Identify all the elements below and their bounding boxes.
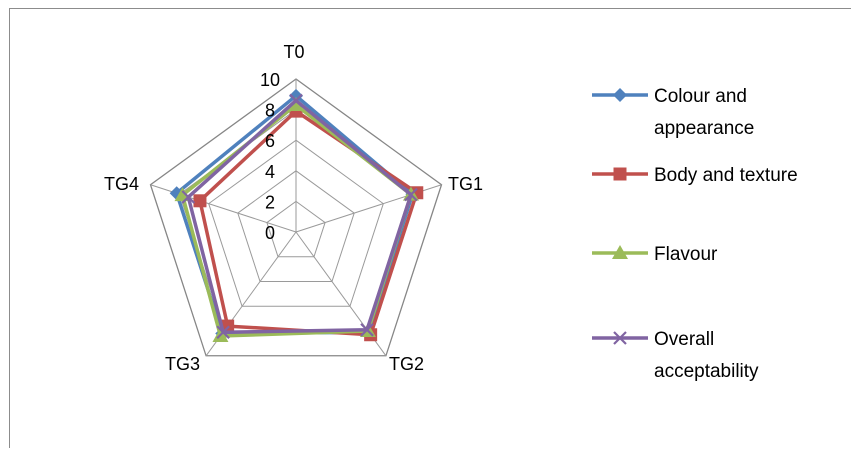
legend-label-line: appearance xyxy=(654,118,754,139)
legend-label-colour-and-appearance: Colour and appearance xyxy=(654,86,754,139)
series-line xyxy=(186,98,413,335)
tick-label-4: 4 xyxy=(265,162,275,182)
grid-ring xyxy=(149,78,443,357)
legend-swatch-flavour xyxy=(592,245,648,259)
tick-label-10: 10 xyxy=(260,70,280,90)
tick-labels: 0 2 4 6 8 10 xyxy=(260,70,280,243)
tick-label-0: 0 xyxy=(265,223,275,243)
category-label-t0: T0 xyxy=(283,42,304,62)
chart-frame xyxy=(9,8,851,448)
data-point xyxy=(360,323,374,337)
category-label-tg4: TG4 xyxy=(104,174,139,194)
legend-label-line: Body and texture xyxy=(654,165,798,186)
data-point xyxy=(193,194,207,208)
legend-label-flavour: Flavour xyxy=(654,244,718,265)
legend-label-line: Flavour xyxy=(654,244,718,265)
series-1 xyxy=(193,104,424,342)
legend: Colour and appearance Body and texture F… xyxy=(592,86,798,382)
legend-marker xyxy=(613,331,627,345)
series-3 xyxy=(181,93,418,340)
data-point xyxy=(221,319,235,333)
legend-marker xyxy=(613,88,627,102)
legend-marker xyxy=(613,167,627,181)
grid-ring xyxy=(237,170,355,283)
series-line xyxy=(198,109,419,337)
data-point xyxy=(181,190,196,204)
legend-label-body-and-texture: Body and texture xyxy=(654,165,798,186)
legend-label-line: Colour and xyxy=(654,86,747,107)
legend-swatch-body-and-texture xyxy=(592,167,648,181)
grid-ring xyxy=(208,139,384,307)
legend-item-flavour: Flavour xyxy=(592,244,718,265)
tick-label-2: 2 xyxy=(265,192,275,212)
tick-label-8: 8 xyxy=(265,101,275,121)
series-2 xyxy=(174,97,419,342)
tick-label-6: 6 xyxy=(265,131,275,151)
legend-marker xyxy=(612,245,628,259)
legend-item-overall-acceptability: Overall acceptability xyxy=(592,329,759,382)
data-point xyxy=(288,97,304,112)
data-point xyxy=(289,88,303,103)
legend-label-overall-acceptability: Overall acceptability xyxy=(654,329,759,382)
category-labels: T0 TG1 TG2 TG3 TG4 xyxy=(104,42,483,374)
data-point xyxy=(289,93,303,108)
legend-label-line: acceptability xyxy=(654,361,759,382)
legend-item-body-and-texture: Body and texture xyxy=(592,165,798,186)
category-label-tg3: TG3 xyxy=(165,354,200,374)
series-layer xyxy=(169,88,424,342)
data-point xyxy=(216,325,230,340)
category-label-tg2: TG2 xyxy=(389,354,424,374)
category-label-tg1: TG1 xyxy=(448,174,483,194)
legend-item-colour-and-appearance: Colour and appearance xyxy=(592,86,754,139)
legend-swatch-colour-and-appearance xyxy=(592,88,648,102)
legend-label-line: Overall xyxy=(654,329,714,350)
data-point xyxy=(404,187,418,202)
grid-ring xyxy=(266,200,326,258)
legend-swatch-overall-acceptability xyxy=(592,331,648,345)
